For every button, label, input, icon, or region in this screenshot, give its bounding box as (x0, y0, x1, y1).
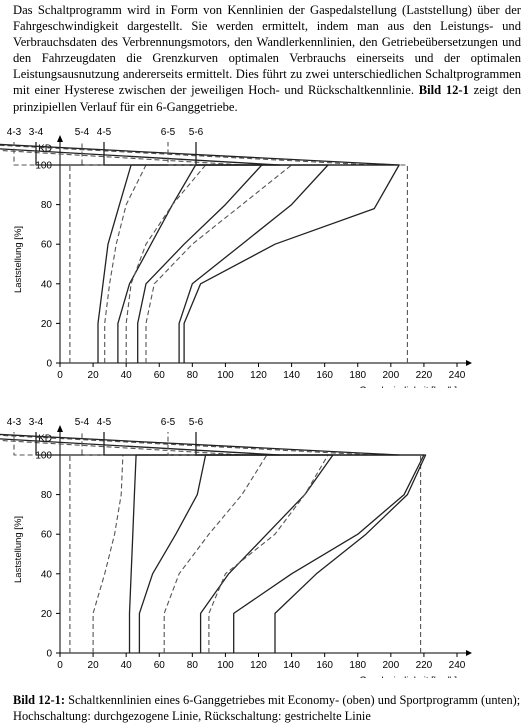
y-tick-label: 80 (41, 200, 53, 211)
shift-line-4-5 (103, 432, 425, 653)
kd-label: KD (38, 144, 52, 155)
shift-line-6-5 (167, 432, 422, 653)
y-tick-label: 60 (41, 240, 53, 251)
x-tick-label: 100 (217, 370, 234, 381)
shift-line-5-6 (183, 142, 400, 363)
x-tick-label: 20 (88, 660, 100, 671)
x-axis-arrow (466, 650, 472, 656)
y-tick-label: 60 (41, 530, 53, 541)
x-tick-label: 140 (283, 370, 300, 381)
x-tick-label: 20 (88, 370, 100, 381)
x-tick-label: 240 (449, 660, 466, 671)
shift-label-4-5: 4-5 (97, 127, 112, 138)
shift-label-6-5: 6-5 (161, 417, 176, 428)
shift-line-3-4 (35, 432, 334, 653)
figure-caption: Bild 12-1: Schaltkennlinien eines 6-Gang… (13, 693, 523, 724)
y-tick-label: 80 (41, 490, 53, 501)
shift-line-2-1 (0, 439, 245, 653)
shift-label-4-3: 4-3 (7, 417, 22, 428)
x-tick-label: 40 (121, 660, 133, 671)
economy-shift-chart: 0 20 40 60 80 100 120 140 160 180 200 220 240 0 20 40 60… (0, 118, 532, 388)
shift-line-5-6 (195, 432, 427, 653)
y-tick-label: 40 (41, 279, 53, 290)
x-tick-label: 140 (283, 660, 300, 671)
y-tick-label: 0 (46, 649, 52, 660)
intro-figure-ref: Bild 12-1 (418, 83, 469, 98)
y-tick-label: 100 (35, 161, 52, 172)
shift-line-3-2 (0, 144, 374, 363)
shift-label-4-3: 4-3 (7, 127, 22, 138)
x-tick-label: 120 (250, 660, 267, 671)
y-axis-arrow (57, 425, 63, 432)
x-axis-label: Geschwindigkeit [km/h] (359, 675, 457, 678)
x-axis-arrow (466, 360, 472, 366)
shift-line-3-2 (0, 434, 374, 653)
intro-text-a: Das Schaltprogramm wird in Form von Kenn… (13, 3, 521, 98)
x-tick-label: 40 (121, 370, 133, 381)
chart-svg: 0 20 40 60 80 100 120 140 160 180 200 220 240 0 20 40 60… (0, 417, 472, 678)
shift-line-3-4 (35, 142, 263, 363)
x-tick-label: 80 (187, 370, 199, 381)
x-tick-label: 220 (416, 660, 433, 671)
y-tick-label: 40 (41, 569, 53, 580)
intro-text-b: zeigt den prinzipiellen Verlauf für ein … (13, 83, 522, 114)
sport-shift-chart: 0 20 40 60 80 100 120 140 160 180 200 220 240 0 20 40 60… (0, 408, 532, 678)
x-tick-label: 0 (57, 660, 63, 671)
intro-paragraph: Das Schaltprogramm wird in Form von Kenn… (13, 2, 521, 115)
x-tick-label: 160 (316, 370, 333, 381)
x-tick-label: 200 (382, 370, 399, 381)
shift-label-5-4: 5-4 (75, 417, 90, 428)
shift-line-5-4 (81, 432, 329, 653)
shift-label-3-4: 3-4 (29, 127, 44, 138)
x-tick-label: 60 (154, 660, 166, 671)
y-axis-label: Laststellung [%] (13, 516, 24, 583)
caption-text: Schaltkennlinien eines 6-Ganggetriebes m… (13, 693, 521, 723)
x-tick-label: 160 (316, 660, 333, 671)
y-axis-label: Laststellung [%] (13, 226, 24, 293)
shift-label-6-5: 6-5 (161, 127, 176, 138)
shift-line-4-5 (103, 142, 329, 363)
shift-label-4-5: 4-5 (97, 417, 112, 428)
x-tick-label: 80 (187, 660, 199, 671)
y-tick-label: 20 (41, 319, 53, 330)
x-tick-label: 120 (250, 370, 267, 381)
x-tick-label: 60 (154, 370, 166, 381)
x-tick-label: 180 (349, 370, 366, 381)
y-tick-label: 20 (41, 609, 53, 620)
shift-label-3-4: 3-4 (29, 417, 44, 428)
kd-label: KD (38, 434, 52, 445)
shift-label-5-6: 5-6 (189, 127, 204, 138)
chart-svg: 0 20 40 60 80 100 120 140 160 180 200 220 240 0 20 40 60… (0, 127, 472, 388)
x-axis-label: Geschwindigkeit [km/h] (359, 385, 457, 388)
x-tick-label: 100 (217, 660, 234, 671)
shift-label-5-6: 5-6 (189, 417, 204, 428)
shift-label-5-4: 5-4 (75, 127, 90, 138)
shift-line-2-1 (0, 149, 245, 363)
x-tick-label: 0 (57, 370, 63, 381)
y-tick-label: 100 (35, 451, 52, 462)
y-tick-label: 0 (46, 359, 52, 370)
x-tick-label: 200 (382, 660, 399, 671)
x-tick-label: 180 (349, 660, 366, 671)
x-tick-label: 220 (416, 370, 433, 381)
y-axis-arrow (57, 135, 63, 142)
caption-label: Bild 12-1: (13, 693, 65, 707)
shift-line-6-5 (167, 142, 408, 363)
x-tick-label: 240 (449, 370, 466, 381)
